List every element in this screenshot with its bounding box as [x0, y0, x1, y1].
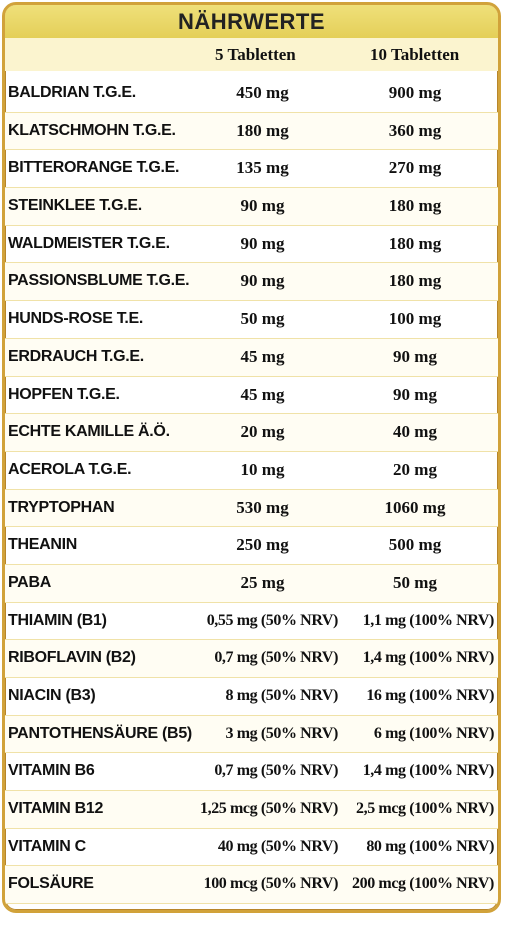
nutrient-name: THIAMIN (B1)	[8, 611, 107, 629]
nutrient-name: VITAMIN B12	[8, 800, 104, 818]
column-header-5-tablets: 5 Tabletten	[215, 45, 296, 64]
amount-10-tablets: 6 mg (100% NRV)	[373, 724, 494, 742]
amount-5-tablets: 135 mg	[236, 158, 289, 178]
nutrient-name: NIACIN (B3)	[8, 687, 96, 704]
nutrient-name: VITAMIN B6	[8, 762, 95, 780]
amount-10-tablets: 100 mg	[388, 309, 442, 329]
nutrient-name: HUNDS-ROSE T.E.	[8, 310, 144, 328]
table-row: RIBOFLAVIN (B2) 0,7 mg (50% NRV) 1,4 mg (1…	[5, 640, 498, 678]
nutrient-name: THEANIN	[8, 536, 78, 554]
table-row: THIAMIN (B1) 0,55 mg (50% NRV) 1,1 mg (100…	[5, 603, 498, 641]
table-row: HUNDS-ROSE T.E. 50 mg 100 mg	[5, 301, 498, 339]
table-row: PABA 25 mg 50 mg	[5, 564, 498, 603]
amount-10-tablets: 180 mg	[388, 196, 442, 216]
table-row: ECHTE KAMILLE Ä.Ö. 20 mg 40 mg	[5, 414, 498, 452]
amount-5-tablets: 25 mg	[240, 572, 285, 592]
amount-10-tablets: 360 mg	[388, 120, 442, 140]
table-row: ERDRAUCH T.G.E. 45 mg 90 mg	[5, 338, 498, 377]
nutrient-name: WALDMEISTER T.G.E.	[8, 234, 170, 252]
table-row: NIACIN (B3) 8 mg (50% NRV) 16 mg (100% NRV…	[5, 678, 498, 716]
amount-10-tablets: 1,1 mg (100% NRV)	[362, 611, 495, 629]
table-row: KLATSCHMOHN T.G.E. 180 mg 360 mg	[5, 112, 498, 151]
nutrient-name: TRYPTOPHAN	[8, 498, 115, 516]
amount-5-tablets: 450 mg	[236, 83, 289, 102]
amount-5-tablets: 90 mg	[240, 196, 285, 216]
nutrient-name: FOLSÄURE	[8, 875, 94, 893]
amount-10-tablets: 500 mg	[388, 535, 442, 555]
table-row: THEANIN 250 mg 500 mg	[5, 527, 498, 565]
table-row: BIOTIN 25 mcg (50% NRV) 50 mcg (100% NRV)	[5, 904, 498, 910]
amount-5-tablets: 45 mg	[240, 346, 285, 366]
amount-10-tablets: 90 mg	[393, 384, 437, 404]
amount-5-tablets: 20 mg	[240, 422, 285, 442]
amount-5-tablets: 0,55 mg (50% NRV)	[206, 611, 339, 629]
nutrient-name: BITTERORANGE T.G.E.	[8, 159, 180, 177]
amount-5-tablets: 50 mg	[240, 309, 285, 329]
amount-10-tablets: 900 mg	[388, 83, 442, 102]
amount-5-tablets: 0,7 mg (50% NRV)	[214, 649, 338, 667]
table-row: VITAMIN B6 0,7 mg (50% NRV) 1,4 mg (100% N…	[5, 753, 498, 792]
panel-title: NÄHRWERTE	[5, 5, 498, 38]
nutrient-name: STEINKLEE T.G.E.	[8, 197, 142, 215]
amount-10-tablets: 2,5 mcg (100% NRV)	[356, 800, 494, 818]
amount-10-tablets: 200 mcg (100% NRV)	[352, 875, 494, 893]
amount-10-tablets: 16 mg (100% NRV)	[366, 687, 494, 704]
table-row: VITAMIN C 40 mg (50% NRV) 80 mg (100% NRV)	[5, 829, 498, 867]
table-row: PASSIONSBLUME T.G.E. 90 mg 180 mg	[5, 263, 498, 302]
amount-10-tablets: 180 mg	[388, 233, 442, 253]
amount-5-tablets: 250 mg	[236, 535, 289, 555]
amount-10-tablets: 80 mg (100% NRV)	[366, 837, 494, 855]
nutrition-panel: NÄHRWERTE 5 Tabletten 10 Tabletten BALDR…	[2, 2, 501, 913]
amount-5-tablets: 10 mg	[240, 459, 285, 479]
nutrient-name: KLATSCHMOHN T.G.E.	[8, 121, 176, 139]
amount-5-tablets: 45 mg	[240, 384, 285, 404]
nutrient-name: BIOTIN	[8, 904, 60, 910]
amount-10-tablets: 1,4 mg (100% NRV)	[362, 762, 495, 780]
column-header-row: 5 Tabletten 10 Tabletten	[5, 38, 498, 71]
column-header-10-tablets: 10 Tabletten	[370, 45, 460, 64]
amount-10-tablets: 180 mg	[388, 271, 442, 291]
amount-10-tablets: 270 mg	[388, 158, 442, 178]
table-row: BITTERORANGE T.G.E. 135 mg 270 mg	[5, 150, 498, 189]
amount-10-tablets: 1,4 mg (100% NRV)	[362, 649, 495, 667]
amount-10-tablets: 90 mg	[393, 346, 437, 366]
amount-5-tablets: 0,7 mg (50% NRV)	[214, 762, 338, 780]
amount-5-tablets: 90 mg	[240, 233, 285, 253]
table-row: ACEROLA T.G.E. 10 mg 20 mg	[5, 452, 498, 490]
table-row: TRYPTOPHAN 530 mg 1060 mg	[5, 489, 498, 528]
amount-10-tablets: 50 mcg (100% NRV)	[360, 904, 494, 910]
table-row: VITAMIN B12 1,25 mcg (50% NRV) 2,5 mcg (10…	[5, 791, 498, 829]
table-row: HOPFEN T.G.E. 45 mg 90 mg	[5, 377, 498, 415]
nutrient-name: VITAMIN C	[8, 837, 86, 855]
amount-5-tablets: 40 mg (50% NRV)	[217, 837, 338, 855]
amount-5-tablets: 3 mg (50% NRV)	[225, 724, 339, 742]
amount-5-tablets: 8 mg (50% NRV)	[225, 687, 339, 704]
amount-5-tablets: 530 mg	[236, 497, 289, 517]
nutrient-name: PANTOTHENSÄURE (B5)	[8, 724, 192, 742]
nutrient-name: PASSIONSBLUME T.G.E.	[8, 272, 190, 290]
amount-5-tablets: 25 mcg (50% NRV)	[211, 904, 338, 910]
table-row: WALDMEISTER T.G.E. 90 mg 180 mg	[5, 226, 498, 264]
table-row: BALDRIAN T.G.E. 450 mg 900 mg	[5, 75, 498, 113]
nutrient-name: BALDRIAN T.G.E.	[8, 84, 136, 101]
amount-10-tablets: 50 mg	[393, 572, 437, 592]
nutrition-table-body: BALDRIAN T.G.E. 450 mg 900 mg KLATSCHMOHN T…	[5, 75, 498, 910]
table-row: PANTOTHENSÄURE (B5) 3 mg (50% NRV) 6 mg (1…	[5, 715, 498, 754]
nutrient-name: ACEROLA T.G.E.	[8, 460, 132, 478]
amount-5-tablets: 90 mg	[240, 271, 285, 291]
nutrient-name: ECHTE KAMILLE Ä.Ö.	[8, 423, 170, 441]
nutrient-name: HOPFEN T.G.E.	[8, 385, 120, 403]
table-row: STEINKLEE T.G.E. 90 mg 180 mg	[5, 188, 498, 226]
nutrient-name: RIBOFLAVIN (B2)	[8, 649, 136, 667]
amount-5-tablets: 180 mg	[236, 120, 289, 140]
amount-10-tablets: 1060 mg	[384, 497, 446, 517]
amount-10-tablets: 40 mg	[393, 422, 437, 442]
amount-10-tablets: 20 mg	[393, 459, 437, 479]
amount-5-tablets: 100 mcg (50% NRV)	[203, 875, 339, 893]
amount-5-tablets: 1,25 mcg (50% NRV)	[200, 800, 338, 818]
nutrient-name: ERDRAUCH T.G.E.	[8, 347, 144, 365]
nutrient-name: PABA	[8, 573, 51, 591]
table-row: FOLSÄURE 100 mcg (50% NRV) 200 mcg (100% N…	[5, 866, 498, 905]
